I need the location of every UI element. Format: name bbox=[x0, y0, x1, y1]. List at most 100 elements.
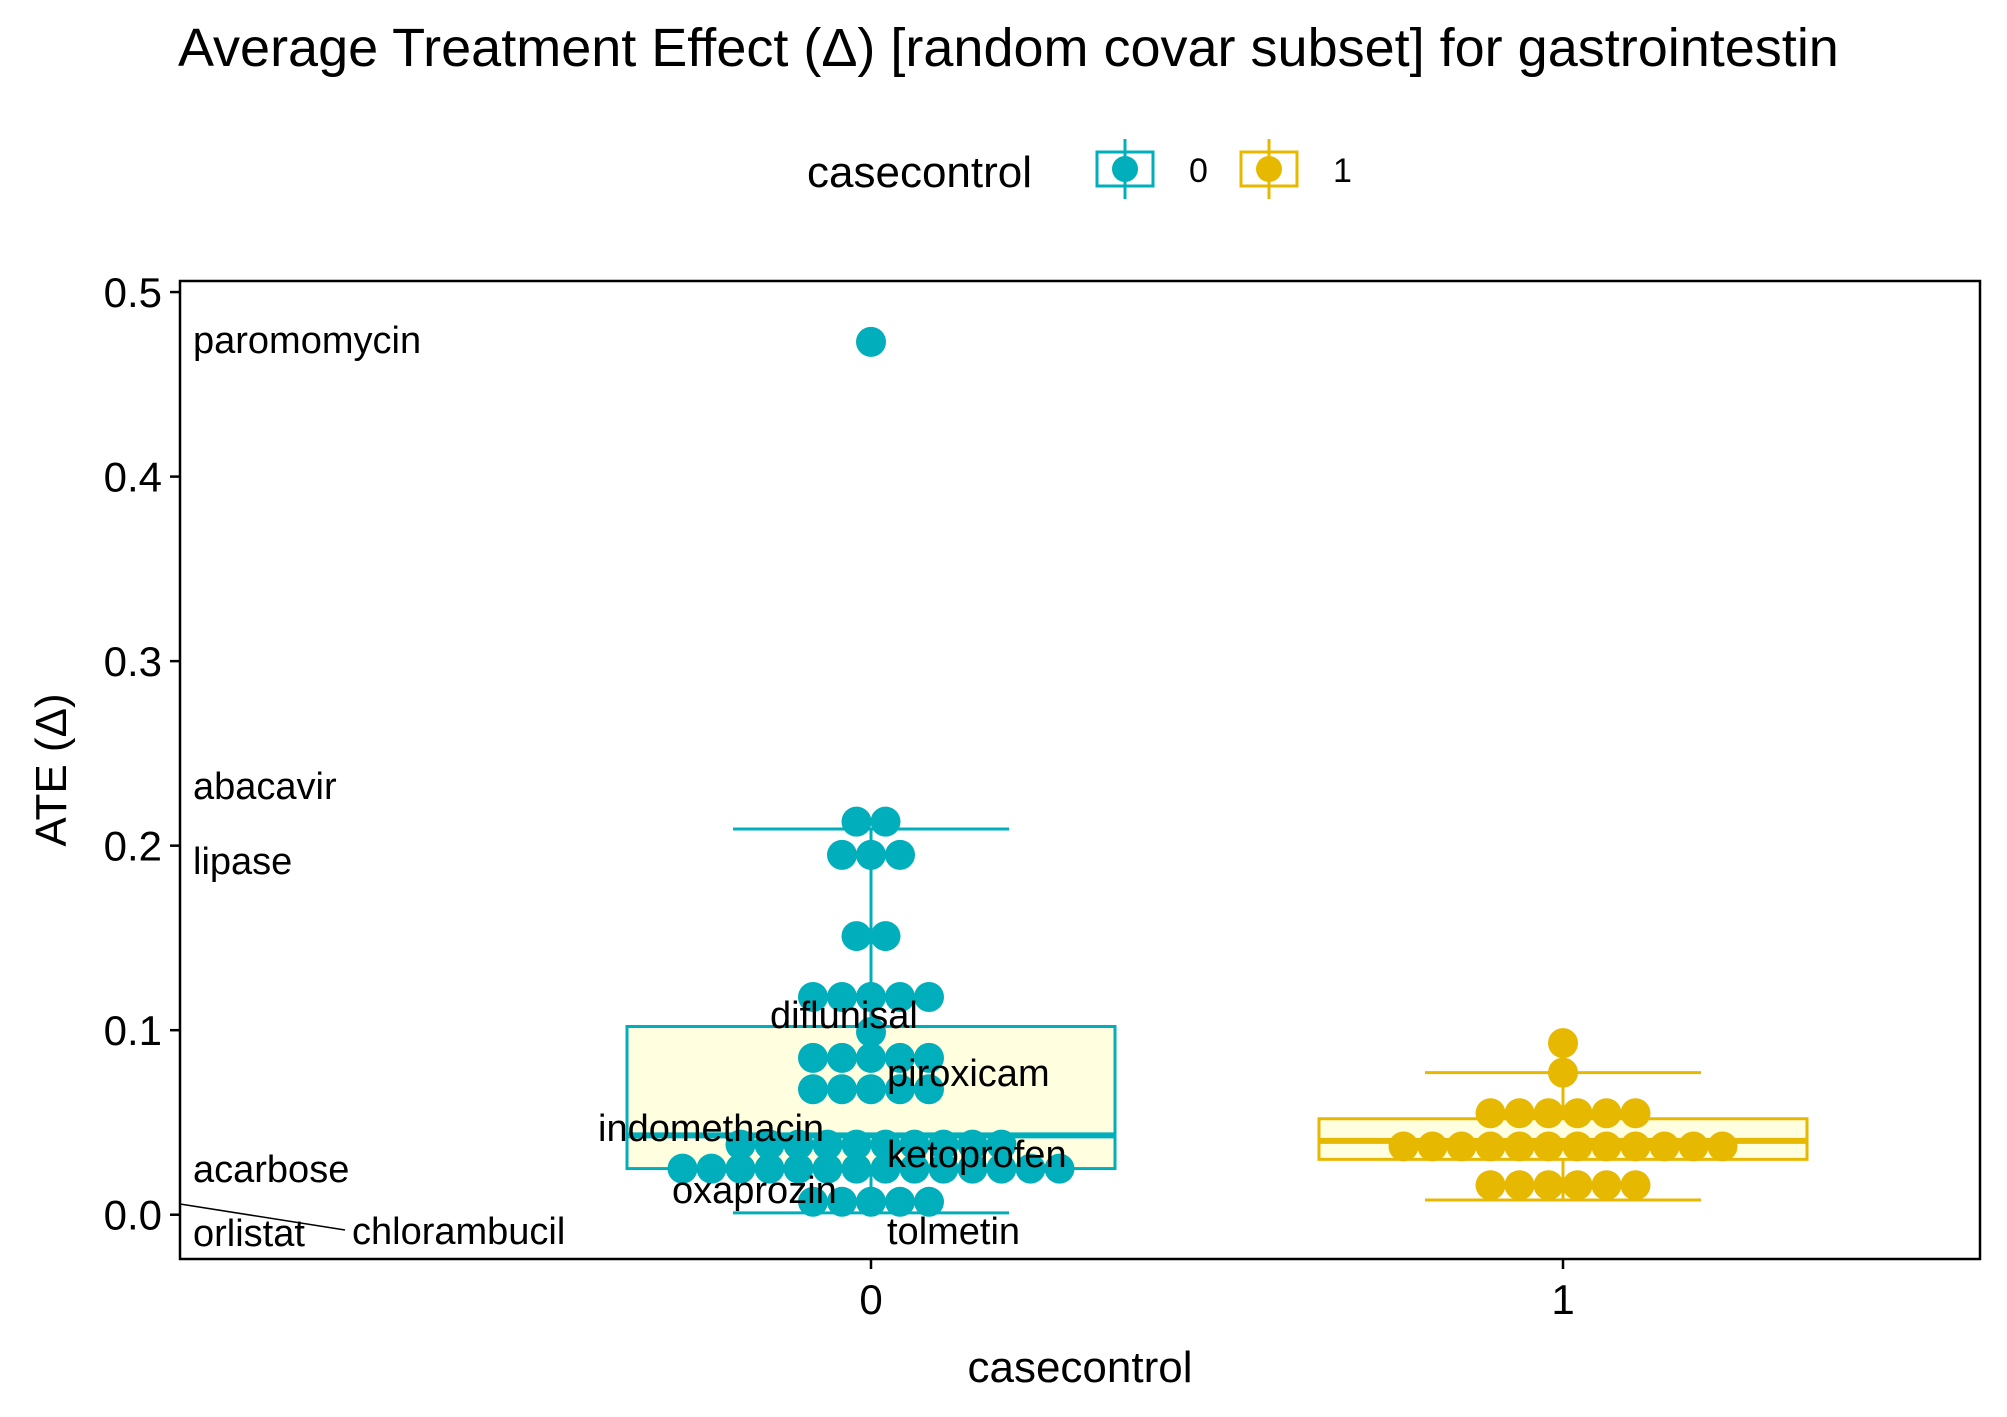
legend-label-0: 0 bbox=[1189, 152, 1208, 190]
label-leader-line bbox=[179, 1203, 346, 1231]
plot-panel bbox=[178, 279, 1982, 1261]
data-point bbox=[856, 839, 886, 870]
data-point bbox=[885, 839, 915, 870]
y-tick-label: 0.1 bbox=[104, 1007, 162, 1054]
data-point bbox=[812, 1153, 843, 1184]
data-point bbox=[1044, 1153, 1075, 1184]
data-point bbox=[1707, 1131, 1738, 1162]
data-point bbox=[1388, 1131, 1419, 1162]
data-point bbox=[1562, 1098, 1593, 1129]
data-point bbox=[856, 326, 886, 357]
data-point bbox=[827, 839, 857, 870]
data-point bbox=[798, 1042, 828, 1073]
data-point bbox=[957, 1153, 988, 1184]
data-point bbox=[1504, 1131, 1535, 1162]
data-point bbox=[827, 1186, 857, 1217]
data-point bbox=[1533, 1131, 1564, 1162]
data-point bbox=[696, 1153, 727, 1184]
y-tick-label: 0.2 bbox=[104, 823, 162, 870]
data-point bbox=[798, 1186, 828, 1217]
data-point bbox=[1548, 1028, 1578, 1059]
data-point bbox=[885, 981, 915, 1012]
point-label-orlistat: orlistat bbox=[193, 1213, 305, 1255]
legend-label-1: 1 bbox=[1333, 152, 1352, 190]
legend-key-1 bbox=[1239, 139, 1299, 199]
point-label-diflunisal: diflunisal bbox=[770, 995, 918, 1037]
point-label-acarbose: acarbose bbox=[193, 1149, 349, 1191]
data-point bbox=[1548, 1057, 1578, 1088]
data-point bbox=[899, 1129, 930, 1160]
data-point bbox=[1562, 1170, 1593, 1201]
data-point bbox=[1533, 1098, 1564, 1129]
data-point bbox=[1562, 1131, 1593, 1162]
legend-key-0 bbox=[1095, 139, 1155, 199]
data-point bbox=[1475, 1098, 1506, 1129]
legend-title: casecontrol bbox=[807, 148, 1032, 197]
data-point bbox=[841, 1153, 872, 1184]
y-axis: 0.0 0.1 0.2 0.3 0.4 0.5 bbox=[104, 269, 180, 1239]
x-axis-label: casecontrol bbox=[967, 1343, 1192, 1392]
data-point bbox=[856, 1074, 886, 1105]
data-point bbox=[928, 1153, 959, 1184]
data-point bbox=[1475, 1131, 1506, 1162]
data-point bbox=[827, 1074, 857, 1105]
data-point bbox=[798, 1074, 828, 1105]
data-point bbox=[1620, 1098, 1651, 1129]
data-point bbox=[1620, 1131, 1651, 1162]
data-point bbox=[1533, 1170, 1564, 1201]
data-point bbox=[899, 1153, 930, 1184]
y-tick-label: 0.3 bbox=[104, 638, 162, 685]
point-label-tolmetin: tolmetin bbox=[887, 1211, 1020, 1253]
data-point bbox=[754, 1129, 785, 1160]
data-point bbox=[986, 1153, 1017, 1184]
point-labels: paromomycin abacavir lipase diflunisal pirox… bbox=[179, 320, 1067, 1255]
point-label-paromomycin: paromomycin bbox=[193, 320, 421, 362]
data-point bbox=[885, 1074, 915, 1105]
data-point bbox=[914, 1186, 944, 1217]
x-tick-label: 0 bbox=[859, 1276, 882, 1323]
data-point bbox=[827, 1042, 857, 1073]
data-point bbox=[856, 1017, 886, 1048]
data-point bbox=[870, 1153, 901, 1184]
data-point bbox=[870, 1129, 901, 1160]
data-point bbox=[1475, 1170, 1506, 1201]
data-point bbox=[986, 1129, 1017, 1160]
point-label-ketoprofen: ketoprofen bbox=[887, 1134, 1067, 1176]
data-point bbox=[667, 1153, 698, 1184]
data-point bbox=[841, 1129, 872, 1160]
y-tick-label: 0.0 bbox=[104, 1192, 162, 1239]
data-point bbox=[1620, 1170, 1651, 1201]
y-tick-label: 0.5 bbox=[104, 269, 162, 316]
data-point bbox=[827, 981, 857, 1012]
point-label-lipase: lipase bbox=[193, 841, 292, 883]
boxplot-1 bbox=[1317, 1071, 1809, 1202]
data-point bbox=[725, 1153, 756, 1184]
point-label-piroxicam: piroxicam bbox=[887, 1053, 1050, 1095]
data-point bbox=[914, 981, 944, 1012]
data-point bbox=[841, 921, 872, 952]
y-tick-label: 0.4 bbox=[104, 454, 162, 501]
chart-title: Average Treatment Effect (Δ) [random cov… bbox=[178, 18, 1839, 78]
data-point bbox=[841, 806, 872, 837]
data-point bbox=[870, 806, 901, 837]
data-point bbox=[812, 1129, 843, 1160]
data-point bbox=[1649, 1131, 1680, 1162]
data-point bbox=[1591, 1170, 1622, 1201]
data-point bbox=[1678, 1131, 1709, 1162]
data-point bbox=[957, 1129, 988, 1160]
data-point bbox=[885, 1042, 915, 1073]
data-point bbox=[856, 981, 886, 1012]
data-point bbox=[885, 1186, 915, 1217]
data-point bbox=[1591, 1098, 1622, 1129]
data-point bbox=[856, 1186, 886, 1217]
data-point bbox=[870, 921, 901, 952]
data-point bbox=[1504, 1098, 1535, 1129]
data-point bbox=[725, 1129, 756, 1160]
point-label-abacavir: abacavir bbox=[193, 766, 337, 808]
data-point bbox=[1446, 1131, 1477, 1162]
point-label-oxaprozin: oxaprozin bbox=[672, 1170, 837, 1212]
data-point bbox=[798, 981, 828, 1012]
x-tick-label: 1 bbox=[1551, 1276, 1574, 1323]
